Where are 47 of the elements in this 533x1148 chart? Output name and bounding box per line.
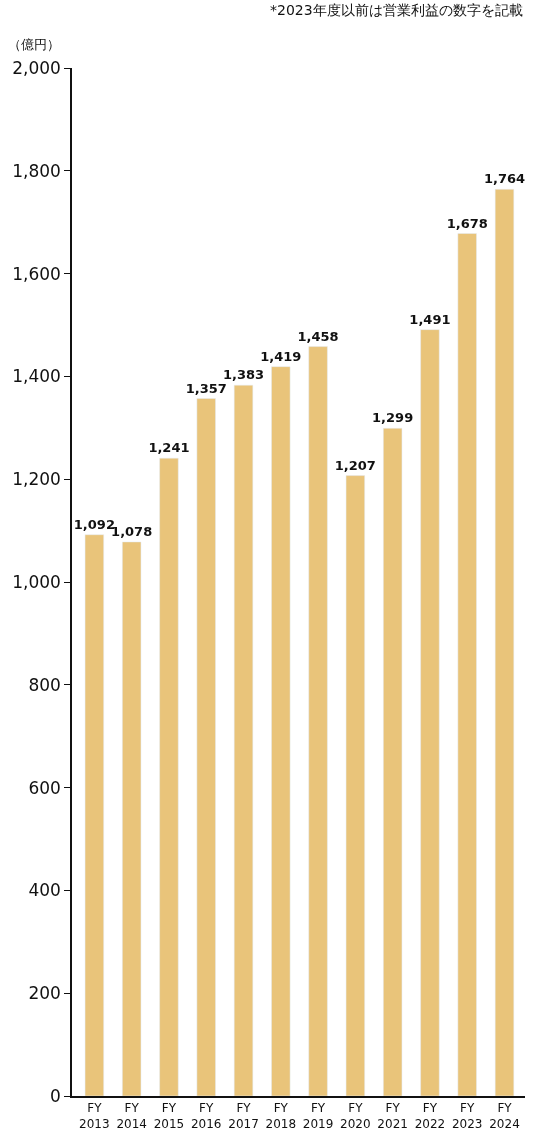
data-label: 1,207 [334,457,376,473]
bar [233,384,254,1096]
data-label: 1,357 [185,380,227,396]
bar [196,398,216,1096]
x-tick-label: FY 2021 [377,1101,408,1131]
x-tick-label: FY 2019 [302,1101,334,1131]
x-tick-label: FY 2024 [489,1101,520,1131]
bar [122,541,142,1096]
bar [271,366,291,1096]
bar [159,457,179,1096]
y-tick-label: 1,800 [12,160,61,181]
y-tick-label: 2,000 [12,57,61,78]
y-tick-label: 200 [28,983,61,1004]
bar [345,475,365,1096]
bar [420,329,440,1096]
data-label: 1,678 [446,215,488,231]
y-tick-label: 400 [28,880,61,901]
y-tick-label: 800 [28,674,61,695]
bar [494,189,515,1096]
x-tick-label: FY 2013 [79,1101,110,1131]
bar [84,534,104,1096]
y-tick-label: 0 [50,1085,61,1106]
x-tick-label: FY 2023 [451,1101,483,1131]
y-tick-label: 1,400 [12,366,61,387]
bar [383,428,403,1096]
bar [457,233,477,1096]
x-tick-label: FY 2017 [228,1101,259,1131]
bar [308,346,328,1096]
y-tick-label: 1,600 [12,263,61,284]
data-label: 1,419 [260,348,302,364]
y-axis-title: （億円） [8,37,60,52]
x-tick-label: FY 2020 [340,1101,371,1131]
x-tick-label: FY 2015 [153,1101,185,1131]
data-label: 1,241 [148,440,190,456]
y-tick-label: 600 [28,777,61,798]
x-tick-label: FY 2022 [414,1101,446,1131]
y-tick-label: 1,000 [12,571,61,592]
x-tick-label: FY 2016 [190,1101,222,1131]
data-label: 1,491 [409,311,451,327]
data-label: 1,299 [372,410,414,426]
data-label: 1,764 [483,171,526,187]
text: *2023年度以前は営業利益の数字を記載 [270,2,523,18]
data-label: 1,458 [297,328,339,344]
x-tick-label: FY 2018 [265,1101,297,1131]
y-tick-label: 1,200 [12,469,61,490]
x-tick-label: FY 2014 [116,1101,147,1131]
data-label: 1,383 [222,367,265,383]
